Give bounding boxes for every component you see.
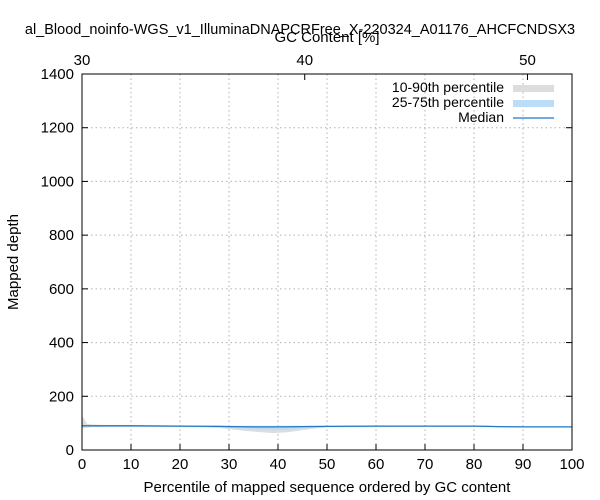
x-tick-label: 80 — [466, 456, 483, 473]
y-tick-label: 0 — [66, 442, 74, 459]
data-layer — [82, 415, 572, 434]
legend: 10-90th percentile 25-75th percentile Me… — [392, 79, 554, 125]
x-tick-label: 20 — [172, 456, 189, 473]
x-axis-label: Percentile of mapped sequence ordered by… — [144, 479, 512, 496]
y-tick-label: 200 — [49, 388, 74, 405]
grid-lines — [82, 74, 572, 450]
x-tick-label: 100 — [559, 456, 584, 473]
legend-swatch-p10-90 — [513, 85, 554, 92]
x-tick-label: 60 — [368, 456, 385, 473]
y-tick-label: 800 — [49, 227, 74, 244]
top-axis-label: GC Content [%] — [274, 29, 379, 46]
legend-swatch-p25-75 — [513, 100, 554, 107]
x2-tick-label: 50 — [519, 52, 536, 69]
x-tick-label: 0 — [78, 456, 86, 473]
x-tick-label: 70 — [417, 456, 434, 473]
y-tick-label: 1200 — [41, 120, 74, 137]
x-tick-label: 10 — [123, 456, 140, 473]
legend-label-p10-90: 10-90th percentile — [392, 79, 504, 95]
x2-tick-label: 30 — [74, 52, 91, 69]
y-tick-label: 1000 — [41, 173, 74, 190]
y-tick-label: 600 — [49, 281, 74, 298]
y-tick-label: 1400 — [41, 66, 74, 83]
x-tick-label: 90 — [515, 456, 532, 473]
x2-tick-label: 40 — [296, 52, 313, 69]
axis-ticks: 0 10 20 30 40 50 60 70 80 90 100020040060080010001… — [41, 52, 585, 473]
y-tick-label: 400 — [49, 335, 74, 352]
chart-title: al_Blood_noinfo-WGS_v1_IlluminaDNAPCRFre… — [25, 22, 575, 38]
y-axis-label: Mapped depth — [5, 214, 22, 310]
legend-label-median: Median — [458, 109, 504, 125]
x-tick-label: 50 — [319, 456, 336, 473]
x-tick-label: 40 — [270, 456, 287, 473]
legend-label-p25-75: 25-75th percentile — [392, 94, 504, 110]
series-median-line — [82, 425, 572, 428]
x-tick-label: 30 — [221, 456, 238, 473]
